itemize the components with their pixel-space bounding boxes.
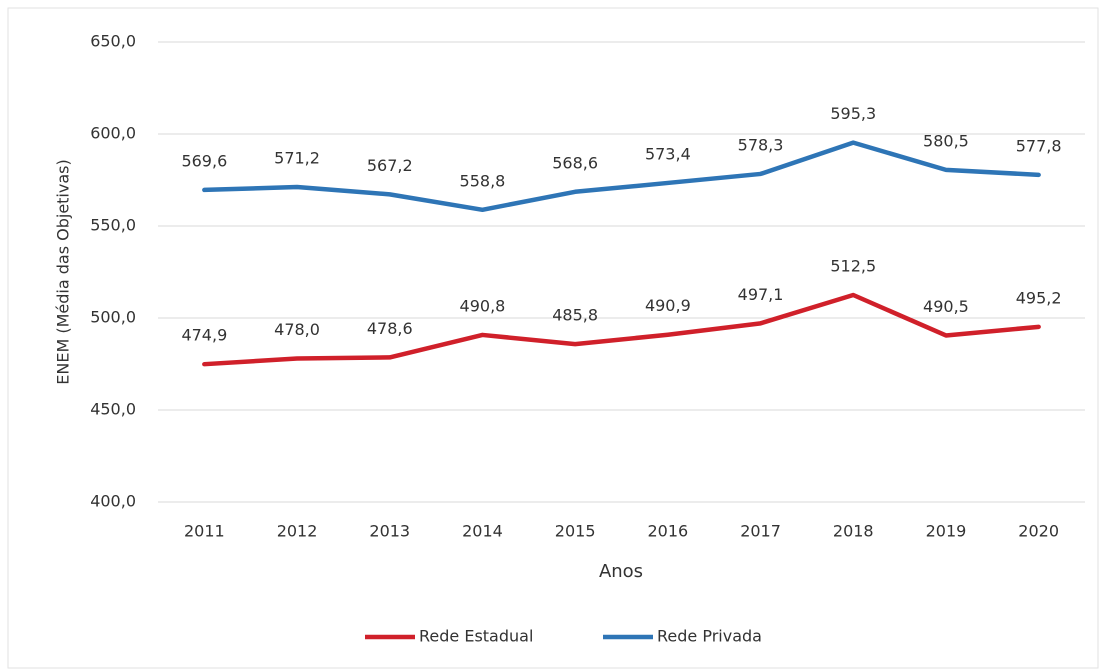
data-label: 568,6 (552, 153, 598, 172)
x-axis-label: Anos (599, 561, 643, 582)
y-tick-label: 450,0 (90, 400, 136, 419)
series-line (202, 140, 1041, 213)
y-tick-label: 550,0 (90, 216, 136, 235)
data-label: 578,3 (738, 135, 784, 154)
data-label: 558,8 (460, 171, 506, 190)
data-label: 571,2 (274, 148, 320, 167)
data-label: 595,3 (830, 104, 876, 123)
data-label: 478,0 (274, 320, 320, 339)
x-tick-label: 2015 (555, 522, 596, 541)
data-label: 495,2 (1016, 288, 1062, 307)
data-label: 474,9 (181, 326, 227, 345)
legend-label: Rede Estadual (419, 627, 533, 646)
x-tick-label: 2019 (926, 522, 967, 541)
x-tick-label: 2017 (740, 522, 781, 541)
y-tick-label: 500,0 (90, 308, 136, 327)
data-label: 485,8 (552, 306, 598, 325)
y-axis-label: ENEM (Média das Objetivas) (54, 159, 73, 384)
data-label: 577,8 (1016, 136, 1062, 155)
series-line (202, 292, 1041, 367)
x-tick-label: 2013 (369, 522, 410, 541)
data-label: 490,5 (923, 297, 969, 316)
y-tick-label: 400,0 (90, 492, 136, 511)
x-tick-label: 2020 (1018, 522, 1059, 541)
x-tick-label: 2016 (647, 522, 688, 541)
data-label: 567,2 (367, 156, 413, 175)
data-label: 569,6 (181, 151, 227, 170)
y-tick-label: 650,0 (90, 32, 136, 51)
legend-label: Rede Privada (657, 627, 762, 646)
x-tick-label: 2018 (833, 522, 874, 541)
data-label: 580,5 (923, 131, 969, 150)
data-label: 490,8 (460, 296, 506, 315)
x-tick-label: 2012 (277, 522, 318, 541)
x-tick-label: 2014 (462, 522, 503, 541)
data-label: 478,6 (367, 319, 413, 338)
chart-frame (7, 7, 1099, 669)
data-label: 490,9 (645, 296, 691, 315)
data-label: 573,4 (645, 144, 691, 163)
y-tick-label: 600,0 (90, 124, 136, 143)
data-label: 512,5 (830, 257, 876, 276)
data-label: 497,1 (738, 285, 784, 304)
x-tick-label: 2011 (184, 522, 225, 541)
